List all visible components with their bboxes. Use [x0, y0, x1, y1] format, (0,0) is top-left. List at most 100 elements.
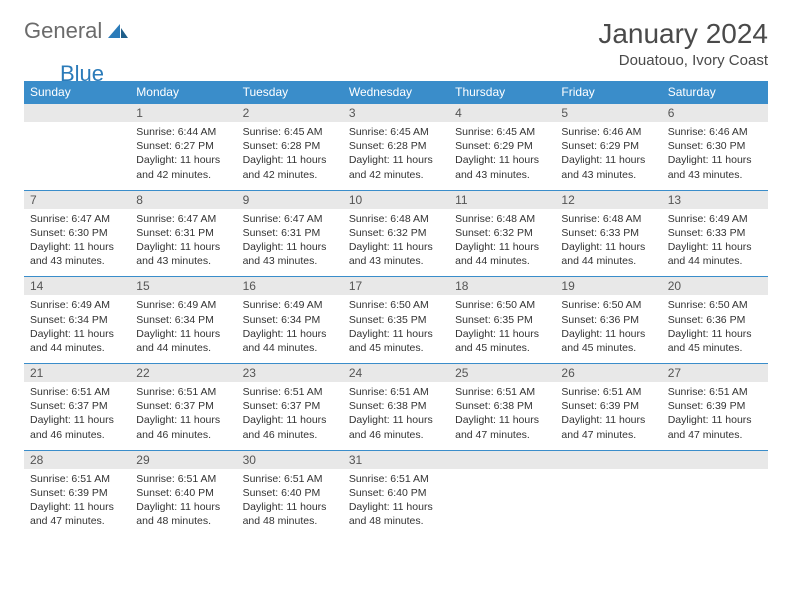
title-block: January 2024 Douatouo, Ivory Coast: [598, 18, 768, 69]
sunset-text: Sunset: 6:34 PM: [243, 313, 337, 327]
day-data: Sunrise: 6:51 AMSunset: 6:40 PMDaylight:…: [130, 469, 236, 537]
calendar-day-cell: 2Sunrise: 6:45 AMSunset: 6:28 PMDaylight…: [237, 104, 343, 191]
day-number: 17: [343, 277, 449, 295]
sunrise-text: Sunrise: 6:47 AM: [136, 212, 230, 226]
day-data: Sunrise: 6:50 AMSunset: 6:36 PMDaylight:…: [662, 295, 768, 363]
daylight-text: Daylight: 11 hours and 48 minutes.: [243, 500, 337, 528]
day-data: Sunrise: 6:50 AMSunset: 6:36 PMDaylight:…: [555, 295, 661, 363]
day-data: Sunrise: 6:46 AMSunset: 6:29 PMDaylight:…: [555, 122, 661, 190]
sunrise-text: Sunrise: 6:45 AM: [243, 125, 337, 139]
sunrise-text: Sunrise: 6:51 AM: [561, 385, 655, 399]
day-number: 3: [343, 104, 449, 122]
sunset-text: Sunset: 6:33 PM: [668, 226, 762, 240]
calendar-day-cell: 21Sunrise: 6:51 AMSunset: 6:37 PMDayligh…: [24, 364, 130, 451]
day-number: 26: [555, 364, 661, 382]
calendar-week-row: 7Sunrise: 6:47 AMSunset: 6:30 PMDaylight…: [24, 190, 768, 277]
weekday-header: Tuesday: [237, 81, 343, 104]
day-data: Sunrise: 6:45 AMSunset: 6:28 PMDaylight:…: [343, 122, 449, 190]
day-data: Sunrise: 6:48 AMSunset: 6:32 PMDaylight:…: [343, 209, 449, 277]
sunrise-text: Sunrise: 6:50 AM: [349, 298, 443, 312]
month-title: January 2024: [598, 18, 768, 50]
sunset-text: Sunset: 6:38 PM: [455, 399, 549, 413]
sunrise-text: Sunrise: 6:49 AM: [668, 212, 762, 226]
day-number: 25: [449, 364, 555, 382]
calendar-week-row: 21Sunrise: 6:51 AMSunset: 6:37 PMDayligh…: [24, 364, 768, 451]
day-data: Sunrise: 6:47 AMSunset: 6:31 PMDaylight:…: [130, 209, 236, 277]
day-number: 31: [343, 451, 449, 469]
sunrise-text: Sunrise: 6:51 AM: [136, 385, 230, 399]
calendar-day-cell: 26Sunrise: 6:51 AMSunset: 6:39 PMDayligh…: [555, 364, 661, 451]
sunset-text: Sunset: 6:37 PM: [243, 399, 337, 413]
sunrise-text: Sunrise: 6:50 AM: [561, 298, 655, 312]
calendar-day-cell: 29Sunrise: 6:51 AMSunset: 6:40 PMDayligh…: [130, 450, 236, 536]
calendar-day-cell: 18Sunrise: 6:50 AMSunset: 6:35 PMDayligh…: [449, 277, 555, 364]
sunset-text: Sunset: 6:40 PM: [243, 486, 337, 500]
calendar-day-cell: 24Sunrise: 6:51 AMSunset: 6:38 PMDayligh…: [343, 364, 449, 451]
day-data: [662, 469, 768, 519]
sunrise-text: Sunrise: 6:44 AM: [136, 125, 230, 139]
sunset-text: Sunset: 6:37 PM: [30, 399, 124, 413]
sunrise-text: Sunrise: 6:47 AM: [30, 212, 124, 226]
day-data: [449, 469, 555, 519]
calendar-week-row: 14Sunrise: 6:49 AMSunset: 6:34 PMDayligh…: [24, 277, 768, 364]
day-number: 9: [237, 191, 343, 209]
daylight-text: Daylight: 11 hours and 45 minutes.: [561, 327, 655, 355]
daylight-text: Daylight: 11 hours and 45 minutes.: [349, 327, 443, 355]
calendar-table: SundayMondayTuesdayWednesdayThursdayFrid…: [24, 81, 768, 536]
day-data: Sunrise: 6:51 AMSunset: 6:40 PMDaylight:…: [237, 469, 343, 537]
day-data: [555, 469, 661, 519]
calendar-empty-cell: [449, 450, 555, 536]
calendar-day-cell: 7Sunrise: 6:47 AMSunset: 6:30 PMDaylight…: [24, 190, 130, 277]
calendar-empty-cell: [555, 450, 661, 536]
day-number: 4: [449, 104, 555, 122]
day-data: Sunrise: 6:51 AMSunset: 6:37 PMDaylight:…: [237, 382, 343, 450]
weekday-header: Wednesday: [343, 81, 449, 104]
sunrise-text: Sunrise: 6:51 AM: [455, 385, 549, 399]
calendar-day-cell: 31Sunrise: 6:51 AMSunset: 6:40 PMDayligh…: [343, 450, 449, 536]
sunset-text: Sunset: 6:38 PM: [349, 399, 443, 413]
daylight-text: Daylight: 11 hours and 43 minutes.: [243, 240, 337, 268]
daylight-text: Daylight: 11 hours and 44 minutes.: [136, 327, 230, 355]
daylight-text: Daylight: 11 hours and 46 minutes.: [243, 413, 337, 441]
day-number: 19: [555, 277, 661, 295]
daylight-text: Daylight: 11 hours and 43 minutes.: [455, 153, 549, 181]
daylight-text: Daylight: 11 hours and 42 minutes.: [243, 153, 337, 181]
daylight-text: Daylight: 11 hours and 44 minutes.: [30, 327, 124, 355]
calendar-day-cell: 14Sunrise: 6:49 AMSunset: 6:34 PMDayligh…: [24, 277, 130, 364]
daylight-text: Daylight: 11 hours and 47 minutes.: [668, 413, 762, 441]
day-data: Sunrise: 6:48 AMSunset: 6:33 PMDaylight:…: [555, 209, 661, 277]
calendar-day-cell: 5Sunrise: 6:46 AMSunset: 6:29 PMDaylight…: [555, 104, 661, 191]
calendar-day-cell: 1Sunrise: 6:44 AMSunset: 6:27 PMDaylight…: [130, 104, 236, 191]
sunset-text: Sunset: 6:39 PM: [668, 399, 762, 413]
sunset-text: Sunset: 6:31 PM: [243, 226, 337, 240]
calendar-day-cell: 4Sunrise: 6:45 AMSunset: 6:29 PMDaylight…: [449, 104, 555, 191]
day-data: Sunrise: 6:49 AMSunset: 6:34 PMDaylight:…: [237, 295, 343, 363]
day-data: Sunrise: 6:51 AMSunset: 6:37 PMDaylight:…: [24, 382, 130, 450]
day-data: Sunrise: 6:49 AMSunset: 6:34 PMDaylight:…: [130, 295, 236, 363]
day-number: 24: [343, 364, 449, 382]
daylight-text: Daylight: 11 hours and 44 minutes.: [561, 240, 655, 268]
daylight-text: Daylight: 11 hours and 46 minutes.: [136, 413, 230, 441]
day-data: Sunrise: 6:49 AMSunset: 6:34 PMDaylight:…: [24, 295, 130, 363]
sunset-text: Sunset: 6:28 PM: [243, 139, 337, 153]
day-number: [449, 451, 555, 469]
calendar-day-cell: 12Sunrise: 6:48 AMSunset: 6:33 PMDayligh…: [555, 190, 661, 277]
sunset-text: Sunset: 6:31 PM: [136, 226, 230, 240]
daylight-text: Daylight: 11 hours and 48 minutes.: [136, 500, 230, 528]
day-number: 15: [130, 277, 236, 295]
day-data: Sunrise: 6:45 AMSunset: 6:29 PMDaylight:…: [449, 122, 555, 190]
daylight-text: Daylight: 11 hours and 44 minutes.: [668, 240, 762, 268]
sunrise-text: Sunrise: 6:49 AM: [243, 298, 337, 312]
daylight-text: Daylight: 11 hours and 44 minutes.: [455, 240, 549, 268]
calendar-header-row: SundayMondayTuesdayWednesdayThursdayFrid…: [24, 81, 768, 104]
day-number: 1: [130, 104, 236, 122]
sunset-text: Sunset: 6:29 PM: [561, 139, 655, 153]
day-number: 21: [24, 364, 130, 382]
day-number: 29: [130, 451, 236, 469]
day-data: Sunrise: 6:51 AMSunset: 6:38 PMDaylight:…: [449, 382, 555, 450]
day-number: 7: [24, 191, 130, 209]
day-number: 27: [662, 364, 768, 382]
daylight-text: Daylight: 11 hours and 47 minutes.: [561, 413, 655, 441]
sunrise-text: Sunrise: 6:48 AM: [561, 212, 655, 226]
sunset-text: Sunset: 6:29 PM: [455, 139, 549, 153]
